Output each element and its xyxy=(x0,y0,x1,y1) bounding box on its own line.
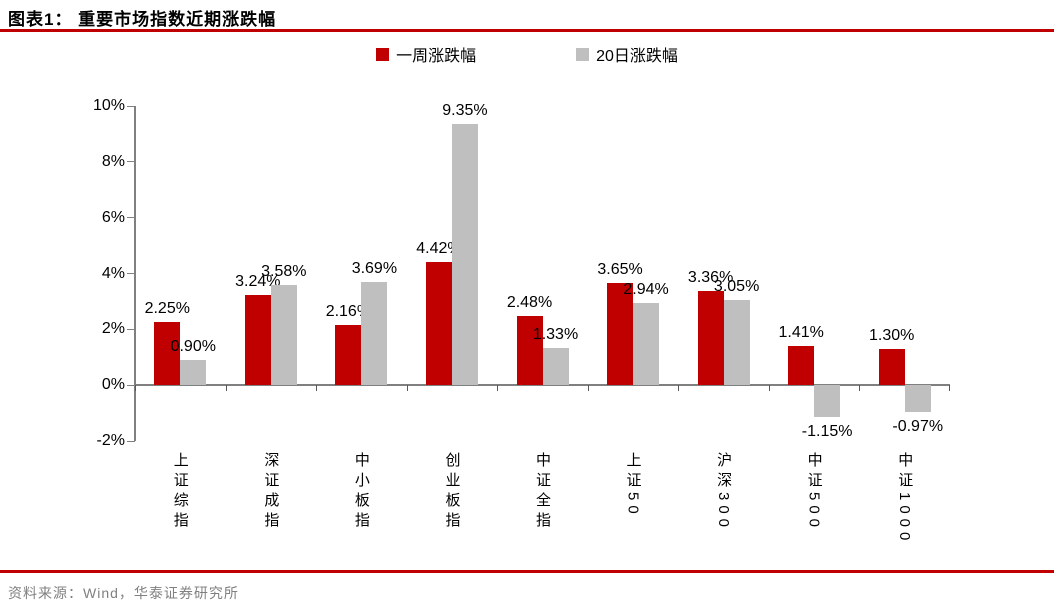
bar-week-change xyxy=(335,324,362,386)
legend-label-week: 一周涨跌幅 xyxy=(396,48,477,65)
bar-week-change xyxy=(878,348,905,386)
bar-week-change xyxy=(697,291,724,386)
category-label: 沪深300 xyxy=(715,452,733,533)
title-divider-line xyxy=(0,29,1054,32)
y-tick-label: 4% xyxy=(101,264,125,282)
bar-week-change xyxy=(516,315,543,386)
value-label-20day: -0.97% xyxy=(892,418,944,436)
legend-swatch xyxy=(376,47,390,61)
x-tick-mark xyxy=(859,385,861,392)
y-tick-label: 10% xyxy=(92,97,125,114)
legend-item-20day: 20日涨跌幅 xyxy=(576,42,678,66)
y-tick-mark xyxy=(127,217,135,219)
category-label: 创业板指 xyxy=(443,452,461,532)
legend-swatch xyxy=(576,47,590,61)
bar-20day-change xyxy=(633,303,660,386)
bar-week-change xyxy=(607,283,634,386)
x-tick-mark xyxy=(225,385,227,392)
chart-legend: 一周涨跌幅 20日涨跌幅 xyxy=(0,42,1054,66)
category-label: 上证综指 xyxy=(171,452,189,532)
legend-item-week: 一周涨跌幅 xyxy=(376,42,476,66)
source-note: 资料来源：Wind，华泰证券研究所 xyxy=(8,585,239,601)
y-tick-label: 6% xyxy=(101,208,125,226)
x-tick-mark xyxy=(678,385,680,392)
y-tick-label: -2% xyxy=(96,432,125,449)
bar-20day-change xyxy=(723,300,750,386)
category-label: 中小板指 xyxy=(352,452,370,532)
category-label: 上证50 xyxy=(624,452,642,519)
x-tick-mark xyxy=(135,385,136,392)
y-tick-label: 0% xyxy=(101,376,125,394)
category-label: 深证成指 xyxy=(262,452,280,532)
value-label-20day: 0.90% xyxy=(170,338,216,356)
category-label: 中证全指 xyxy=(534,452,551,532)
value-label-week: 2.25% xyxy=(144,300,190,318)
x-tick-mark xyxy=(497,385,499,392)
value-label-20day: 1.33% xyxy=(532,326,579,344)
x-tick-mark xyxy=(949,385,950,392)
y-tick-mark xyxy=(127,328,135,330)
bar-week-change xyxy=(425,261,452,386)
y-tick-mark xyxy=(127,440,135,442)
y-tick-mark xyxy=(127,273,135,274)
x-axis-line xyxy=(135,384,950,387)
y-tick-mark xyxy=(127,105,135,107)
y-tick-mark xyxy=(127,384,135,386)
bar-20day-change xyxy=(451,124,478,386)
bar-20day-change xyxy=(814,385,841,418)
bar-week-change xyxy=(788,345,815,386)
footer-divider-line xyxy=(0,570,1054,573)
value-label-week: 2.16% xyxy=(325,302,372,320)
value-label-week: 2.48% xyxy=(506,293,553,311)
value-label-week: 3.24% xyxy=(235,272,281,290)
category-label: 中证1000 xyxy=(896,452,914,546)
bar-20day-change xyxy=(542,348,569,386)
value-label-20day: 3.69% xyxy=(351,260,398,278)
x-tick-mark xyxy=(316,385,318,392)
x-tick-mark xyxy=(768,385,770,392)
value-label-week: 3.65% xyxy=(597,261,643,279)
value-label-20day: 9.35% xyxy=(442,102,488,120)
x-tick-mark xyxy=(406,385,408,392)
bar-week-change xyxy=(154,322,181,386)
x-axis-category-labels: 上证综指 深证成指 中小板指 创业板指 中证全指 上证50 沪深300 中证500 中证1000 xyxy=(135,452,950,564)
page-title: 图表1： 重要市场指数近期涨跌幅 xyxy=(8,10,277,29)
legend-label-20day: 20日涨跌幅 xyxy=(596,48,678,65)
value-label-20day: 3.05% xyxy=(713,278,760,296)
y-tick-mark xyxy=(127,161,135,163)
value-label-week: 4.42% xyxy=(416,239,462,257)
bar-20day-change xyxy=(270,285,297,386)
value-label-20day: 2.94% xyxy=(623,281,669,299)
bar-20day-change xyxy=(904,385,931,413)
bar-20day-change xyxy=(361,282,388,386)
value-label-week: 3.36% xyxy=(687,269,734,287)
value-label-week: 1.41% xyxy=(778,323,824,341)
y-axis-line xyxy=(134,106,136,441)
y-tick-label: 2% xyxy=(101,320,125,338)
category-label: 中证500 xyxy=(805,452,823,533)
y-tick-label: 8% xyxy=(101,152,125,170)
plot-area: 10% 8% 6% 4% 2% 0% -2% 2.25% 0.90% 3.24% 3.58% 2.16… xyxy=(93,97,950,449)
value-label-20day: 3.58% xyxy=(261,263,307,281)
value-label-week: 1.30% xyxy=(869,326,915,344)
x-tick-mark xyxy=(587,385,589,392)
bar-20day-change xyxy=(180,360,207,386)
value-label-20day: -1.15% xyxy=(801,423,853,441)
bar-week-change xyxy=(244,294,271,386)
